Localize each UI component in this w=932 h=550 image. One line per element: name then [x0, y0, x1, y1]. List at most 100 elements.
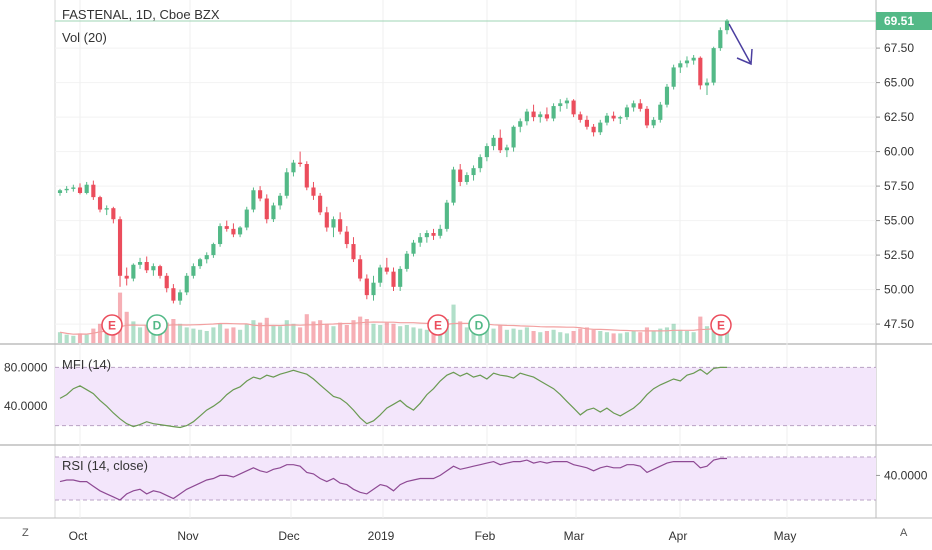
time-label: May — [774, 529, 797, 543]
last-price-tag — [876, 12, 932, 30]
volume-bar — [384, 322, 389, 343]
candle-body — [531, 111, 536, 118]
candle-body — [304, 164, 309, 188]
candle-body — [111, 208, 116, 220]
rsi-tick-label: 40.0000 — [884, 468, 928, 482]
volume-bar — [324, 323, 329, 343]
candle-body — [538, 114, 543, 118]
volume-bar — [238, 329, 243, 343]
auto-scale-button[interactable]: A — [900, 527, 908, 539]
mfi-panel: 80.0000 40.0000 — [4, 360, 876, 429]
last-price-label: 69.51 — [884, 14, 914, 28]
candle-body — [271, 205, 276, 220]
price-tick-label: 62.50 — [884, 110, 914, 124]
candle-body — [644, 108, 650, 126]
volume-bar — [404, 325, 409, 343]
earnings-marker[interactable] — [427, 314, 449, 336]
price-tick-label: 55.00 — [884, 214, 914, 228]
volume-bar — [64, 334, 69, 343]
candle-body — [251, 190, 256, 210]
volume-bar — [524, 327, 529, 343]
volume-bar — [284, 320, 289, 343]
candle-body — [124, 275, 129, 279]
volume-bar — [504, 329, 509, 343]
volume-bar — [144, 325, 149, 343]
candle-body — [171, 288, 176, 301]
candle-body — [311, 187, 316, 196]
candle-body — [704, 82, 710, 86]
volume-bar — [438, 329, 443, 343]
volume-bar — [398, 326, 403, 343]
volume-bar — [177, 323, 183, 343]
candle-body — [218, 226, 223, 245]
candle-body — [358, 259, 363, 279]
candle-body — [371, 282, 376, 296]
candle-body — [151, 266, 156, 271]
volume-bar — [258, 322, 263, 343]
volume-bar — [531, 331, 536, 343]
volume-bar — [644, 327, 650, 343]
earnings-marker[interactable] — [101, 314, 123, 336]
annotation-arrow — [728, 23, 753, 66]
volume-bar — [331, 326, 336, 343]
arrow-head — [736, 48, 753, 66]
volume-bar — [224, 328, 229, 343]
candle-body — [391, 271, 396, 287]
volume-bar — [77, 333, 83, 343]
volume-bar — [564, 333, 569, 343]
candle-body — [318, 195, 323, 213]
volume-bar — [724, 328, 730, 343]
candle-body — [724, 20, 730, 31]
volume-bar — [318, 320, 323, 343]
volume-bar — [411, 327, 416, 343]
event-marker-letter: E — [434, 319, 442, 333]
volume-bar — [418, 328, 423, 343]
volume-bar — [57, 332, 63, 343]
candle-body — [204, 255, 209, 260]
candle-body — [524, 111, 529, 122]
candle-body — [598, 122, 603, 133]
volume-bar — [704, 326, 710, 343]
candle-body — [504, 147, 509, 151]
event-marker-letter: D — [153, 319, 162, 333]
rsi-panel: 40.0000 — [55, 456, 928, 501]
candle-body — [84, 184, 89, 193]
candle-body — [584, 119, 589, 127]
volume-bar — [631, 331, 636, 343]
volume-bar — [604, 332, 610, 343]
volume-bar — [678, 329, 683, 343]
candle-body — [131, 264, 136, 279]
candle-body — [231, 228, 236, 235]
candle-body — [351, 244, 356, 260]
candle-body — [458, 169, 463, 182]
time-label: Mar — [564, 529, 585, 543]
volume-bar — [104, 326, 109, 343]
volume-bar — [344, 325, 349, 343]
volume-bar — [598, 331, 603, 343]
candle-body — [618, 117, 623, 119]
candle-body — [551, 106, 556, 119]
candle-body — [71, 187, 76, 189]
volume-bar — [364, 319, 369, 343]
candle-body — [471, 168, 476, 176]
volume-bar — [538, 332, 543, 343]
volume-bar — [591, 329, 596, 343]
zoom-button[interactable]: Z — [22, 527, 29, 539]
candle-body — [624, 107, 630, 118]
candle-body — [578, 114, 583, 120]
volume-bar — [391, 323, 396, 343]
volume-bar — [298, 327, 303, 343]
volume-bar — [358, 316, 363, 343]
earnings-marker[interactable] — [710, 314, 732, 336]
candle-body — [651, 119, 656, 126]
candle-body — [177, 292, 183, 301]
arrow-shaft — [728, 23, 752, 65]
dividend-marker[interactable] — [146, 314, 168, 336]
price-tick-label: 65.00 — [884, 76, 914, 90]
volume-bar — [658, 328, 663, 343]
dividend-marker[interactable] — [468, 314, 490, 336]
time-label: Dec — [278, 529, 299, 543]
price-tick-label: 52.50 — [884, 248, 914, 262]
